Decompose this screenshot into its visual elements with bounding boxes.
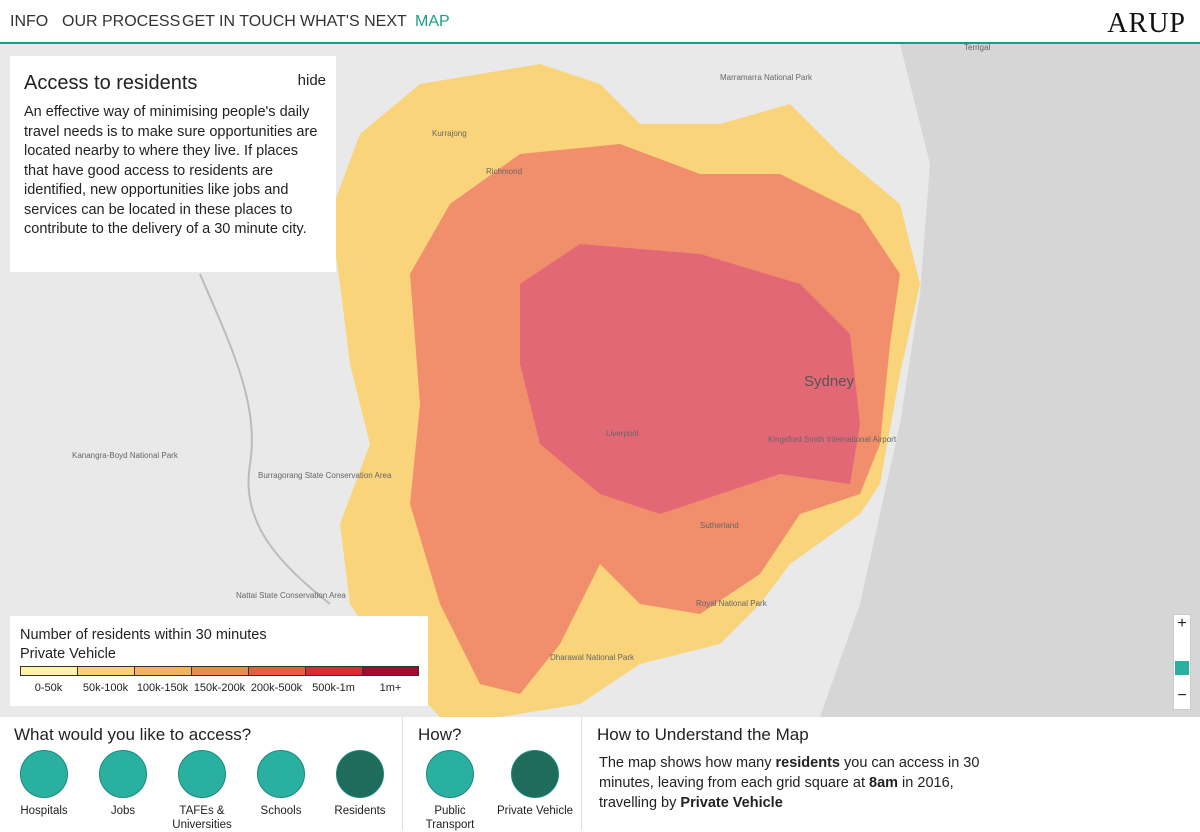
understand-section: How to Understand the Map The map shows … xyxy=(583,717,1200,830)
access-heading: What would you like to access? xyxy=(14,725,252,744)
sea xyxy=(820,44,1200,717)
legend-swatch xyxy=(248,666,305,676)
legend-label: 200k-500k xyxy=(250,682,303,694)
map-label: Terrigal xyxy=(964,44,990,52)
legend-bin: 200k-500k xyxy=(248,666,305,694)
nav-item[interactable]: WHAT'S NEXT xyxy=(300,13,407,30)
access-section: What would you like to access? Hospitals… xyxy=(0,717,403,832)
how-section: How? Public Transport Private Vehicle xyxy=(404,717,582,832)
option-label: Schools xyxy=(260,805,302,817)
legend-bins: 0-50k 50k-100k 100k-150k 150k-200k 200k-500k… xyxy=(20,666,419,694)
info-panel: Access to residents hide An effective wa… xyxy=(10,56,336,272)
zoom-thumb[interactable] xyxy=(1175,661,1189,675)
zone-core xyxy=(520,244,860,514)
info-body: An effective way of minimising people's … xyxy=(24,104,318,237)
legend-bin: 0-50k xyxy=(20,666,77,694)
zoom-control: + − xyxy=(1173,614,1191,710)
map-label: Burragorang State Conservation Area xyxy=(258,471,392,480)
info-title: Access to residents xyxy=(24,72,198,94)
zoom-in[interactable]: + xyxy=(1177,615,1187,632)
map-label: Royal National Park xyxy=(696,599,768,608)
legend-title: Number of residents within 30 minutes xyxy=(20,627,267,643)
legend-bin: 150k-200k xyxy=(191,666,248,694)
option-icon xyxy=(257,750,305,798)
legend-swatch xyxy=(134,666,191,676)
how-heading: How? xyxy=(418,725,462,744)
bottom-panel: What would you like to access? Hospitals… xyxy=(0,717,1200,832)
legend-label: 1m+ xyxy=(379,682,402,694)
legend-bin: 100k-150k xyxy=(134,666,191,694)
legend-bin: 500k-1m xyxy=(305,666,362,694)
zoom-track xyxy=(1174,633,1190,675)
understand-heading: How to Understand the Map xyxy=(597,725,809,744)
map-label: Dharawal National Park xyxy=(550,653,635,662)
option-icon xyxy=(99,750,147,798)
zoom-out[interactable]: − xyxy=(1177,687,1187,704)
access-option[interactable]: Schools xyxy=(241,750,321,818)
text-segment: you can access in 30 minutes, leaving fr… xyxy=(599,755,980,791)
logo[interactable]: ARUP xyxy=(1107,8,1186,39)
map-label: Liverpool xyxy=(606,429,639,438)
nav-bar: INFO OUR PROCESS GET IN TOUCH WHAT'S NEXT MA… xyxy=(0,0,1200,44)
option-label: Jobs xyxy=(110,805,136,817)
text-segment: 8am xyxy=(869,775,899,791)
map[interactable]: Marramarra National Park Kurrajong Richm… xyxy=(0,44,1200,717)
option-label: Public Transport xyxy=(425,805,475,831)
legend-swatch xyxy=(362,666,419,676)
legend-label: 500k-1m xyxy=(312,682,355,694)
option-icon xyxy=(511,750,559,798)
legend-label: 0-50k xyxy=(34,682,63,694)
option-label: Residents xyxy=(334,805,386,817)
text-segment: residents xyxy=(775,755,840,771)
option-label: TAFEs & Universities xyxy=(172,805,232,831)
map-label: Marramarra National Park xyxy=(720,73,813,82)
access-option[interactable]: Jobs xyxy=(83,750,163,818)
hide-button[interactable]: hide xyxy=(297,72,326,89)
legend-swatch xyxy=(20,666,77,676)
map-label: Kingsford Smith International Airport xyxy=(768,435,897,444)
option-icon xyxy=(178,750,226,798)
map-label: Kanangra-Boyd National Park xyxy=(72,451,179,460)
text-segment: in 2016, travelling by xyxy=(599,775,954,811)
how-option[interactable]: Private Vehicle xyxy=(495,750,575,818)
access-option[interactable]: Residents xyxy=(320,750,400,818)
option-icon xyxy=(426,750,474,798)
nav-item[interactable]: OUR PROCESS xyxy=(62,13,181,30)
legend-bin: 1m+ xyxy=(362,666,419,694)
access-option[interactable]: TAFEs & Universities xyxy=(162,750,242,832)
option-icon xyxy=(20,750,68,798)
legend-swatch xyxy=(305,666,362,676)
legend-label: 100k-150k xyxy=(136,682,189,694)
legend-label: 50k-100k xyxy=(82,682,129,694)
nav-item[interactable]: INFO xyxy=(10,13,49,30)
legend-label: 150k-200k xyxy=(193,682,246,694)
text-segment: Private Vehicle xyxy=(680,795,783,811)
legend-bin: 50k-100k xyxy=(77,666,134,694)
nav-item[interactable]: GET IN TOUCH xyxy=(182,13,296,30)
map-label: Sydney xyxy=(804,373,855,390)
how-option[interactable]: Public Transport xyxy=(410,750,490,832)
option-label: Hospitals xyxy=(20,805,68,817)
legend: Number of residents within 30 minutes Pr… xyxy=(10,616,428,706)
legend-mode: Private Vehicle xyxy=(20,646,116,662)
option-icon xyxy=(336,750,384,798)
legend-swatch xyxy=(77,666,134,676)
map-label: Nattai State Conservation Area xyxy=(236,591,346,600)
map-label: Richmond xyxy=(486,167,522,176)
text-segment: The map shows how many xyxy=(599,755,776,771)
river xyxy=(199,273,331,605)
understand-text: The map shows how many residents you can… xyxy=(599,753,999,813)
map-label: Sutherland xyxy=(700,521,739,530)
legend-swatch xyxy=(191,666,248,676)
access-option[interactable]: Hospitals xyxy=(4,750,84,818)
nav-item[interactable]: MAP xyxy=(415,13,450,30)
map-label: Kurrajong xyxy=(432,129,467,138)
option-label: Private Vehicle xyxy=(496,805,574,817)
